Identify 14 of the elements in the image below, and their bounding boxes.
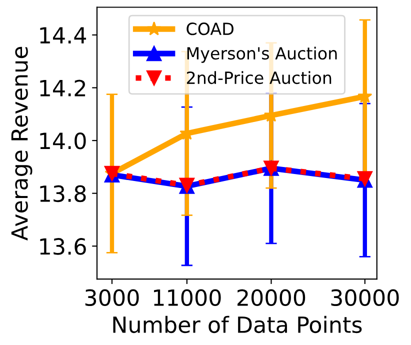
x-tick-label: 30000 bbox=[331, 289, 399, 306]
legend-label: 2nd-Price Auction bbox=[186, 71, 332, 84]
legend-label: Myerson's Auction bbox=[187, 46, 337, 63]
legend-label: COAD bbox=[186, 22, 234, 36]
y-axis-title: Average Revenue bbox=[11, 46, 32, 241]
y-tick-label: 14.4 bbox=[40, 27, 86, 44]
y-tick-label: 14.2 bbox=[40, 80, 86, 96]
x-tick-label: 11000 bbox=[154, 289, 221, 306]
y-tick-label: 13.6 bbox=[40, 238, 86, 255]
y-tick-label: 13.8 bbox=[40, 185, 86, 202]
x-tick-label: 3000 bbox=[85, 289, 139, 306]
x-tick-label: 20000 bbox=[238, 289, 306, 306]
x-axis-title: Number of Data Points bbox=[113, 316, 362, 334]
y-tick-label: 14.0 bbox=[40, 132, 86, 150]
